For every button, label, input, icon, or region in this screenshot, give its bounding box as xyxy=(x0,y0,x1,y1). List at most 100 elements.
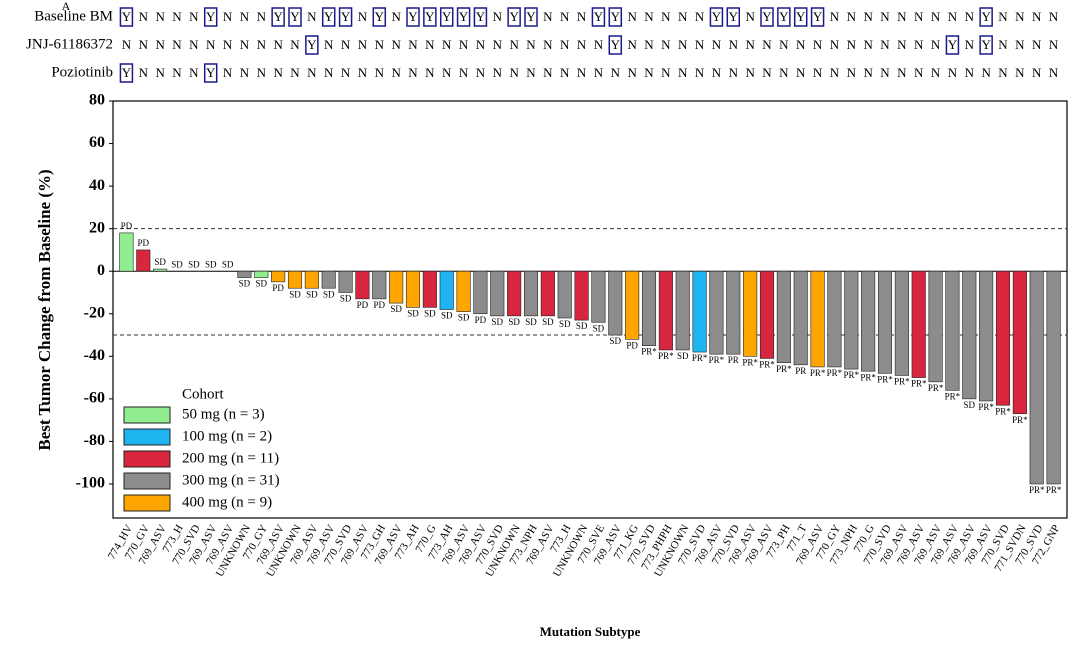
bar xyxy=(658,270,673,351)
bar xyxy=(979,270,994,402)
y-tick-label: -20 xyxy=(84,304,105,321)
bar xyxy=(321,270,336,289)
bar xyxy=(355,270,370,300)
status-cell: N xyxy=(695,37,705,52)
response-label: PR* xyxy=(810,368,826,378)
status-cell: Y xyxy=(273,9,283,24)
bar xyxy=(726,270,741,355)
status-cell: N xyxy=(627,37,637,52)
response-label: SD xyxy=(542,317,554,327)
status-cell: N xyxy=(880,65,890,80)
status-cell: Y xyxy=(594,9,604,24)
status-cell: N xyxy=(678,37,688,52)
status-cell: N xyxy=(948,9,958,24)
status-box xyxy=(507,7,521,27)
response-label: PR* xyxy=(894,377,910,387)
status-cell: Y xyxy=(375,9,385,24)
status-cell: N xyxy=(155,9,165,24)
status-cell: N xyxy=(526,65,536,80)
status-cell: N xyxy=(240,65,250,80)
status-cell: N xyxy=(1015,37,1025,52)
bar xyxy=(591,270,606,323)
status-cell: Y xyxy=(611,9,621,24)
status-box xyxy=(456,7,471,27)
status-cell: N xyxy=(914,9,924,24)
status-cell: N xyxy=(1032,65,1042,80)
status-cell: N xyxy=(273,37,283,52)
status-cell: Y xyxy=(341,9,351,24)
status-cell: N xyxy=(206,37,216,52)
response-label: SD xyxy=(188,259,200,269)
y-tick-label: 60 xyxy=(89,134,105,151)
status-cell: N xyxy=(257,9,267,24)
response-label: PR* xyxy=(844,370,860,380)
status-cell: N xyxy=(644,9,654,24)
status-cell: N xyxy=(459,65,469,80)
bar xyxy=(1029,270,1044,485)
y-tick-label: 80 xyxy=(89,92,105,109)
status-cell: N xyxy=(796,37,806,52)
response-label: SD xyxy=(441,311,453,321)
y-tick-label: -40 xyxy=(84,347,105,364)
status-cell: N xyxy=(240,9,250,24)
bar xyxy=(136,249,151,272)
status-cell: N xyxy=(830,37,840,52)
response-label: SD xyxy=(424,308,436,318)
status-cell: Y xyxy=(206,9,216,24)
response-label: SD xyxy=(171,259,183,269)
response-label: PR* xyxy=(860,372,876,382)
response-label: PR* xyxy=(911,379,927,389)
status-cell: N xyxy=(375,37,385,52)
status-cell: N xyxy=(391,37,401,52)
status-cell: N xyxy=(358,37,368,52)
status-cell: N xyxy=(762,37,772,52)
bar xyxy=(995,270,1011,406)
status-box xyxy=(979,7,993,27)
status-cell: N xyxy=(644,37,654,52)
status-cell: Y xyxy=(324,9,334,24)
status-cell: N xyxy=(998,9,1008,24)
y-tick-label: 40 xyxy=(89,177,105,194)
status-cell: N xyxy=(290,65,300,80)
response-label: SD xyxy=(593,323,605,333)
status-cell: N xyxy=(391,65,401,80)
status-cell: N xyxy=(172,9,182,24)
plot-frame xyxy=(112,100,1068,519)
bar xyxy=(439,270,454,310)
status-cell: N xyxy=(745,65,755,80)
y-tick-label: -80 xyxy=(84,432,105,449)
response-label: PR* xyxy=(827,368,843,378)
bar xyxy=(405,270,421,308)
status-cell: N xyxy=(290,37,300,52)
status-cell: N xyxy=(493,9,503,24)
status-cell: N xyxy=(897,9,907,24)
status-cell: N xyxy=(560,9,570,24)
status-cell: N xyxy=(509,65,519,80)
legend-label: 300 mg (n = 31) xyxy=(182,472,280,488)
status-cell: Y xyxy=(712,9,722,24)
status-cell: Y xyxy=(509,9,519,24)
status-box xyxy=(372,7,387,27)
status-cell: N xyxy=(493,65,503,80)
status-cell: N xyxy=(341,65,351,80)
status-cell: N xyxy=(830,65,840,80)
status-box xyxy=(271,7,285,27)
status-cell: N xyxy=(745,9,755,24)
status-cell: N xyxy=(139,37,149,52)
status-cell: N xyxy=(627,9,637,24)
response-label: PD xyxy=(121,221,133,231)
response-label: PR xyxy=(795,366,806,376)
status-cell: N xyxy=(847,37,857,52)
status-cell: N xyxy=(257,37,267,52)
bar xyxy=(557,270,572,319)
bar xyxy=(372,270,387,300)
status-cell: Y xyxy=(948,37,958,52)
status-box xyxy=(777,7,791,27)
status-cell: Y xyxy=(526,9,536,24)
response-label: PR* xyxy=(709,355,725,365)
status-cell: N xyxy=(931,9,941,24)
status-cell: Y xyxy=(729,9,739,24)
status-box xyxy=(979,35,993,55)
status-cell: N xyxy=(375,65,385,80)
status-cell: Y xyxy=(981,9,991,24)
